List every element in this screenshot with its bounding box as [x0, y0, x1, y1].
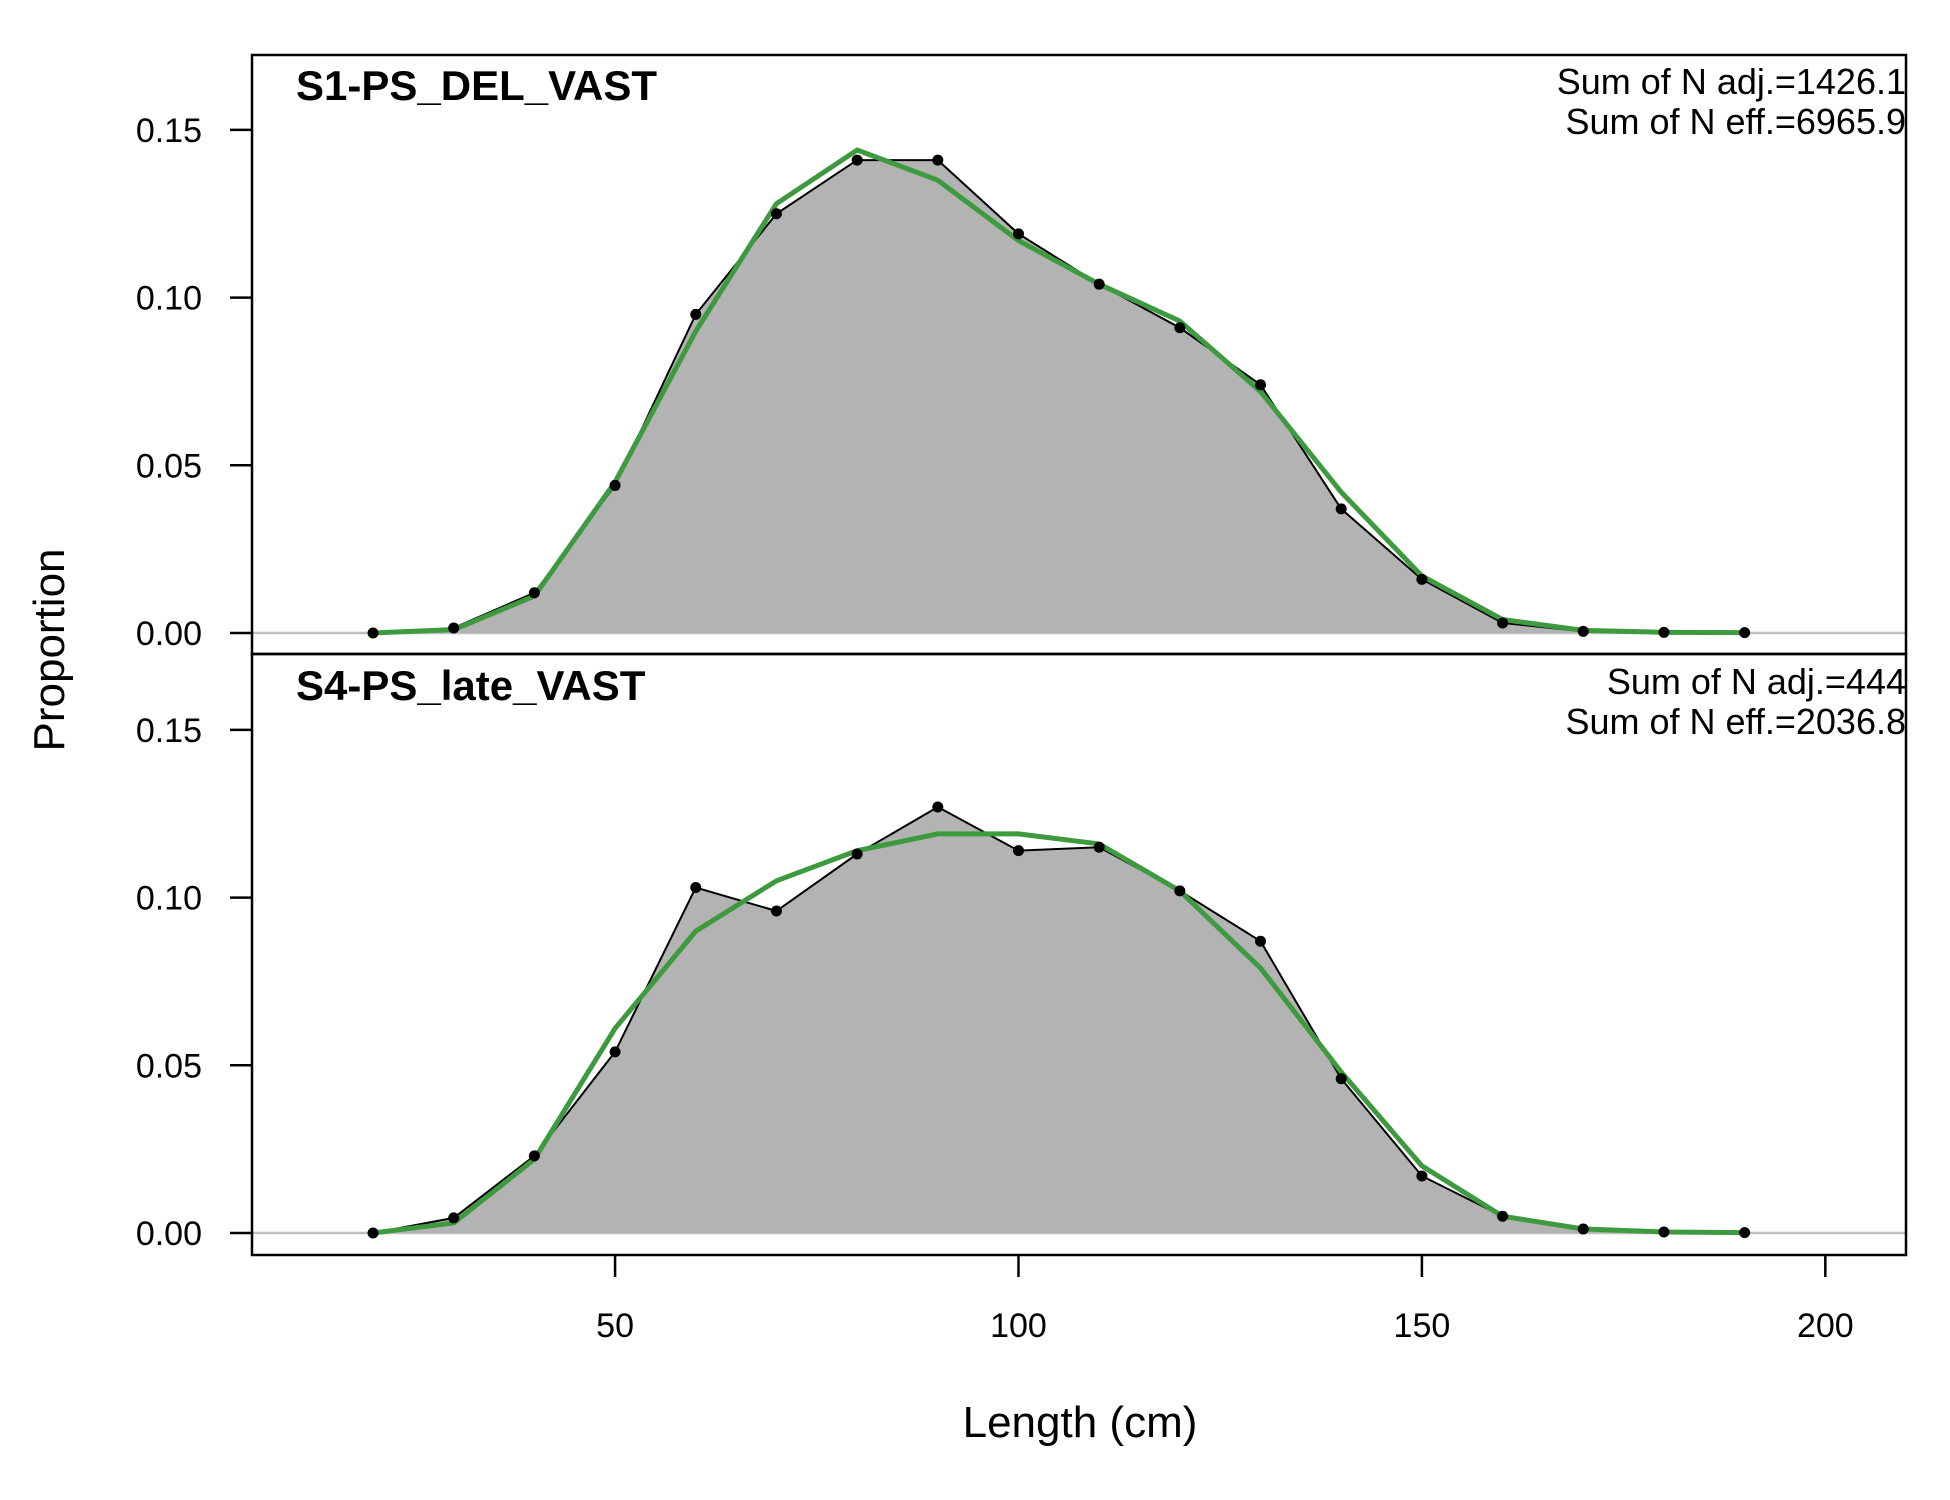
panel-1-y-tick-label: 0.10	[136, 280, 202, 318]
panel-1-observed-point	[1658, 626, 1670, 638]
panel-s4-title: S4-PS_late_VAST	[296, 662, 646, 709]
panel-1-y-tick-label: 0.15	[136, 112, 202, 150]
panel-1-y-tick-label: 0.00	[136, 615, 202, 653]
panel-1-observed-point	[1012, 228, 1024, 240]
panel-1-observed-point	[690, 308, 702, 320]
panel-2-y-tick-label: 0.15	[136, 712, 202, 750]
panel-1-observed-point	[851, 154, 863, 166]
panel-1-observed-point	[1497, 617, 1509, 629]
panel-2-y-tick-label: 0.00	[136, 1215, 202, 1253]
panel-2-y-tick-label: 0.10	[136, 880, 202, 918]
panel-2-observed-point	[367, 1227, 379, 1239]
panel-1-observed-point	[609, 479, 621, 491]
panel-1-observed-point	[367, 627, 379, 639]
panel-s4-stat-eff: Sum of N eff.=2036.8	[1565, 701, 1906, 742]
panel-1-observed-point	[528, 587, 540, 599]
panel-1-expected-line	[372, 147, 1745, 636]
panel-2-observed-point	[932, 801, 944, 813]
panel-1-observed-point	[932, 154, 944, 166]
panel-s1-stat-adj: Sum of N adj.=1426.1	[1557, 61, 1906, 102]
panel-2-observed-area	[373, 807, 1745, 1233]
panel-2-observed-point	[770, 905, 782, 917]
panel-s1-title: S1-PS_DEL_VAST	[296, 62, 657, 109]
panel-1-observed-point	[1416, 573, 1428, 585]
x-axis-title: Length (cm)	[963, 1398, 1198, 1447]
panel-2-observed-point	[448, 1212, 460, 1224]
panel-1-y-tick-label: 0.05	[136, 447, 202, 485]
x-tick-label: 150	[1394, 1307, 1451, 1345]
x-tick-label: 100	[990, 1307, 1047, 1345]
panel-s1-stat-eff: Sum of N eff.=6965.9	[1565, 101, 1906, 142]
panel-2-observed-point	[1174, 885, 1186, 897]
panel-1-observed-point	[770, 208, 782, 220]
panel-2-observed-point	[1255, 935, 1267, 947]
panel-2-frame	[250, 652, 1908, 1257]
panel-2-y-tick-label: 0.05	[136, 1047, 202, 1085]
panel-2-observed-point	[1012, 845, 1024, 857]
panel-2-observed-point	[1739, 1227, 1751, 1239]
x-axis: 50 100 150 200	[596, 1255, 1854, 1345]
panel-1-observed-area	[373, 160, 1745, 633]
panel-1-observed-point	[448, 622, 460, 634]
panel-s1-marks	[250, 53, 1908, 656]
y-axis-title: Proportion	[25, 548, 74, 751]
panel-s4-marks	[250, 652, 1908, 1257]
panel-2-observed-point	[1577, 1223, 1589, 1235]
panel-1-observed-point	[1577, 625, 1589, 637]
panel-s4-stat-adj: Sum of N adj.=444	[1607, 661, 1906, 702]
panel-s1-y-axis: 0.00 0.05 0.10 0.15	[136, 112, 252, 653]
panel-1-observed-point	[1739, 627, 1751, 639]
panel-1-observed-point	[1174, 322, 1186, 334]
panel-2-observed-point	[1093, 841, 1105, 853]
panel-s4-y-axis: 0.00 0.05 0.10 0.15	[136, 712, 252, 1253]
panel-2-observed-point	[609, 1046, 621, 1058]
panel-2-observed-point	[690, 882, 702, 894]
panel-2-observed-point	[851, 848, 863, 860]
panel-2-observed-point	[528, 1150, 540, 1162]
panel-2-observed-point	[1416, 1170, 1428, 1182]
panel-2-observed-point	[1497, 1210, 1509, 1222]
panel-1-observed-point	[1255, 379, 1267, 391]
panel-2-observed-point	[1335, 1073, 1347, 1085]
panel-1-observed-point	[1093, 278, 1105, 290]
panel-2-expected-line	[372, 831, 1745, 1236]
panel-s4: S4-PS_late_VAST Sum of N adj.=444 Sum of…	[250, 652, 1908, 1257]
x-tick-label: 50	[596, 1307, 634, 1345]
panel-1-observed-point	[1335, 503, 1347, 515]
panel-s1: S1-PS_DEL_VAST Sum of N adj.=1426.1 Sum …	[250, 53, 1908, 656]
x-tick-label: 200	[1797, 1307, 1854, 1345]
panel-2-observed-point	[1658, 1226, 1670, 1238]
